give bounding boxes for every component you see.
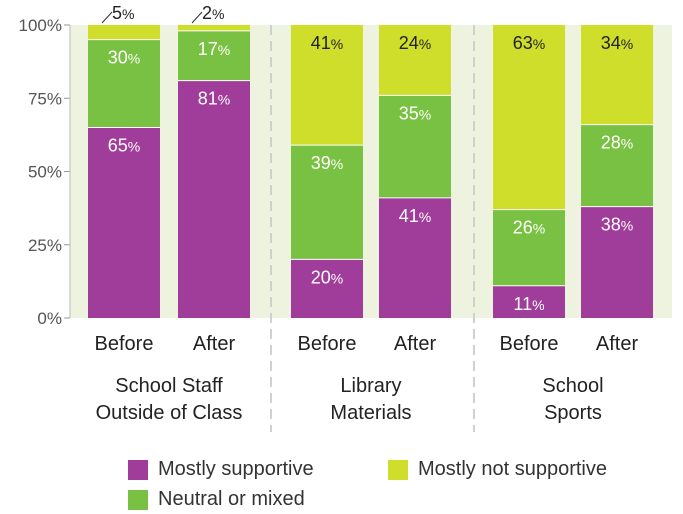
- data-label: 5%: [112, 3, 134, 23]
- y-tick-label: 0%: [37, 309, 62, 328]
- data-label: 28%: [601, 133, 633, 153]
- data-label: 11%: [513, 294, 544, 314]
- legend-label: Neutral or mixed: [158, 488, 305, 510]
- bar-segment: [581, 124, 653, 207]
- legend-swatch-mostly-supportive: [128, 459, 148, 480]
- data-label: 35%: [399, 103, 431, 123]
- category-label: Before: [95, 333, 154, 355]
- data-label: 81%: [198, 89, 230, 109]
- category-label: After: [394, 333, 437, 355]
- data-label: 26%: [513, 218, 545, 238]
- group-label: School Staff: [115, 375, 223, 397]
- bar-segment: [88, 127, 160, 318]
- bar-segment: [379, 197, 451, 318]
- legend: Mostly supportive Mostly not supportive …: [128, 458, 668, 514]
- bar-segment: [178, 30, 250, 81]
- legend-label: Mostly not supportive: [418, 458, 607, 480]
- bar-segment: [379, 25, 451, 96]
- data-label: 39%: [311, 153, 343, 173]
- legend-item-mostly-supportive: Mostly supportive: [128, 458, 314, 481]
- label-leader-line: [191, 11, 203, 24]
- bar-segment: [291, 145, 363, 260]
- legend-label: Mostly supportive: [158, 458, 314, 480]
- category-label: After: [193, 333, 236, 355]
- bar-segment: [493, 25, 565, 210]
- label-leader-line: [101, 11, 113, 24]
- bar-segment: [379, 95, 451, 198]
- bar-segment: [88, 25, 160, 40]
- y-tick-label: 50%: [28, 163, 62, 182]
- data-label: 20%: [311, 267, 343, 287]
- group-label: Sports: [544, 402, 602, 424]
- bar-segment: [178, 25, 250, 31]
- y-tick-label: 100%: [19, 16, 62, 35]
- group-label: Materials: [330, 402, 411, 424]
- data-label: 17%: [198, 39, 230, 59]
- y-tick-label: 75%: [28, 89, 62, 108]
- group-label: Outside of Class: [96, 402, 243, 424]
- category-label: Before: [500, 333, 559, 355]
- legend-swatch-mostly-not-supportive: [388, 459, 408, 480]
- group-label: Library: [340, 375, 401, 397]
- bar-segment: [291, 259, 363, 318]
- legend-item-mostly-not-supportive: Mostly not supportive: [388, 458, 607, 481]
- bar-segment: [178, 80, 250, 318]
- bar-segment: [291, 25, 363, 146]
- data-label: 34%: [601, 33, 633, 53]
- category-label: After: [596, 333, 639, 355]
- y-tick-label: 25%: [28, 236, 62, 255]
- data-label: 30%: [108, 48, 140, 68]
- data-label: 63%: [513, 33, 545, 53]
- data-label: 41%: [311, 33, 343, 53]
- data-label: 41%: [399, 206, 431, 226]
- legend-swatch-neutral-or-mixed: [128, 489, 148, 510]
- data-label: 24%: [399, 33, 431, 53]
- legend-item-neutral-or-mixed: Neutral or mixed: [128, 488, 305, 511]
- bar-segment: [581, 25, 653, 125]
- bar-segment: [493, 285, 565, 318]
- bar-segment: [581, 206, 653, 318]
- data-label: 2%: [202, 3, 224, 23]
- category-label: Before: [298, 333, 357, 355]
- data-label: 65%: [108, 136, 140, 156]
- data-label: 38%: [601, 215, 633, 235]
- group-label: School: [542, 375, 603, 397]
- bar-segment: [88, 39, 160, 128]
- bar-segment: [493, 209, 565, 286]
